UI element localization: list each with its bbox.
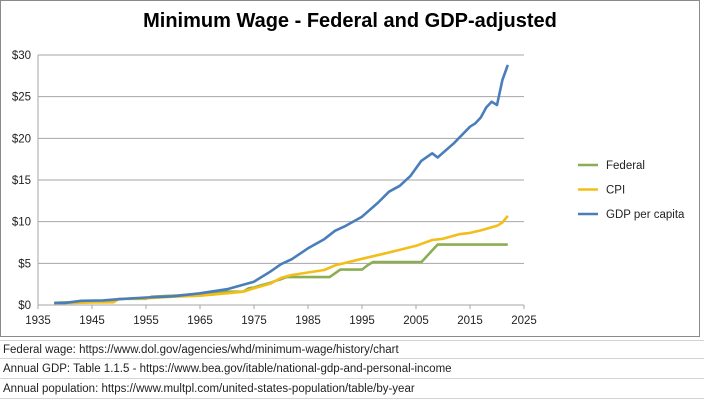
x-tick-label: 1985 (295, 315, 321, 327)
x-tick-label: 1975 (241, 315, 267, 327)
plot-svg: $0 $5 $10 $15 $20 $25 $30 1935 1945 1955 1965 1975 1… (12, 50, 685, 327)
x-tick-label: 2015 (457, 315, 483, 327)
y-tick-label: $5 (18, 258, 31, 270)
legend-label: Federal (606, 160, 645, 172)
x-tick-label: 1935 (25, 315, 51, 327)
x-tick-label: 1955 (133, 315, 159, 327)
x-tick-label: 1995 (349, 315, 375, 327)
y-tick-label: $0 (18, 300, 31, 312)
x-tick-label: 1945 (79, 315, 105, 327)
chart-area (0, 0, 700, 337)
legend-label: CPI (606, 185, 625, 197)
legend-label: GDP per capita (606, 209, 685, 221)
y-tick-label: $15 (12, 175, 31, 187)
series-line-gdp-per-capita (54, 64, 510, 305)
chart-title: Minimum Wage - Federal and GDP-adjusted (143, 10, 557, 32)
y-tick-label: $10 (12, 217, 31, 229)
series-line-federal (54, 243, 508, 305)
y-tick-label: $25 (12, 92, 31, 104)
y-tick-label: $20 (12, 133, 31, 145)
source-population: Annual population: https://www.multpl.co… (0, 380, 704, 399)
source-gdp: Annual GDP: Table 1.1.5 - https://www.be… (0, 360, 704, 379)
source-federal: Federal wage: https://www.dol.gov/agenci… (0, 340, 704, 359)
series-line-cpi (54, 214, 509, 305)
y-tick-label: $30 (12, 50, 31, 62)
x-tick-label: 2025 (511, 315, 537, 327)
x-tick-label: 1965 (187, 315, 213, 327)
x-tick-label: 2005 (403, 315, 429, 327)
